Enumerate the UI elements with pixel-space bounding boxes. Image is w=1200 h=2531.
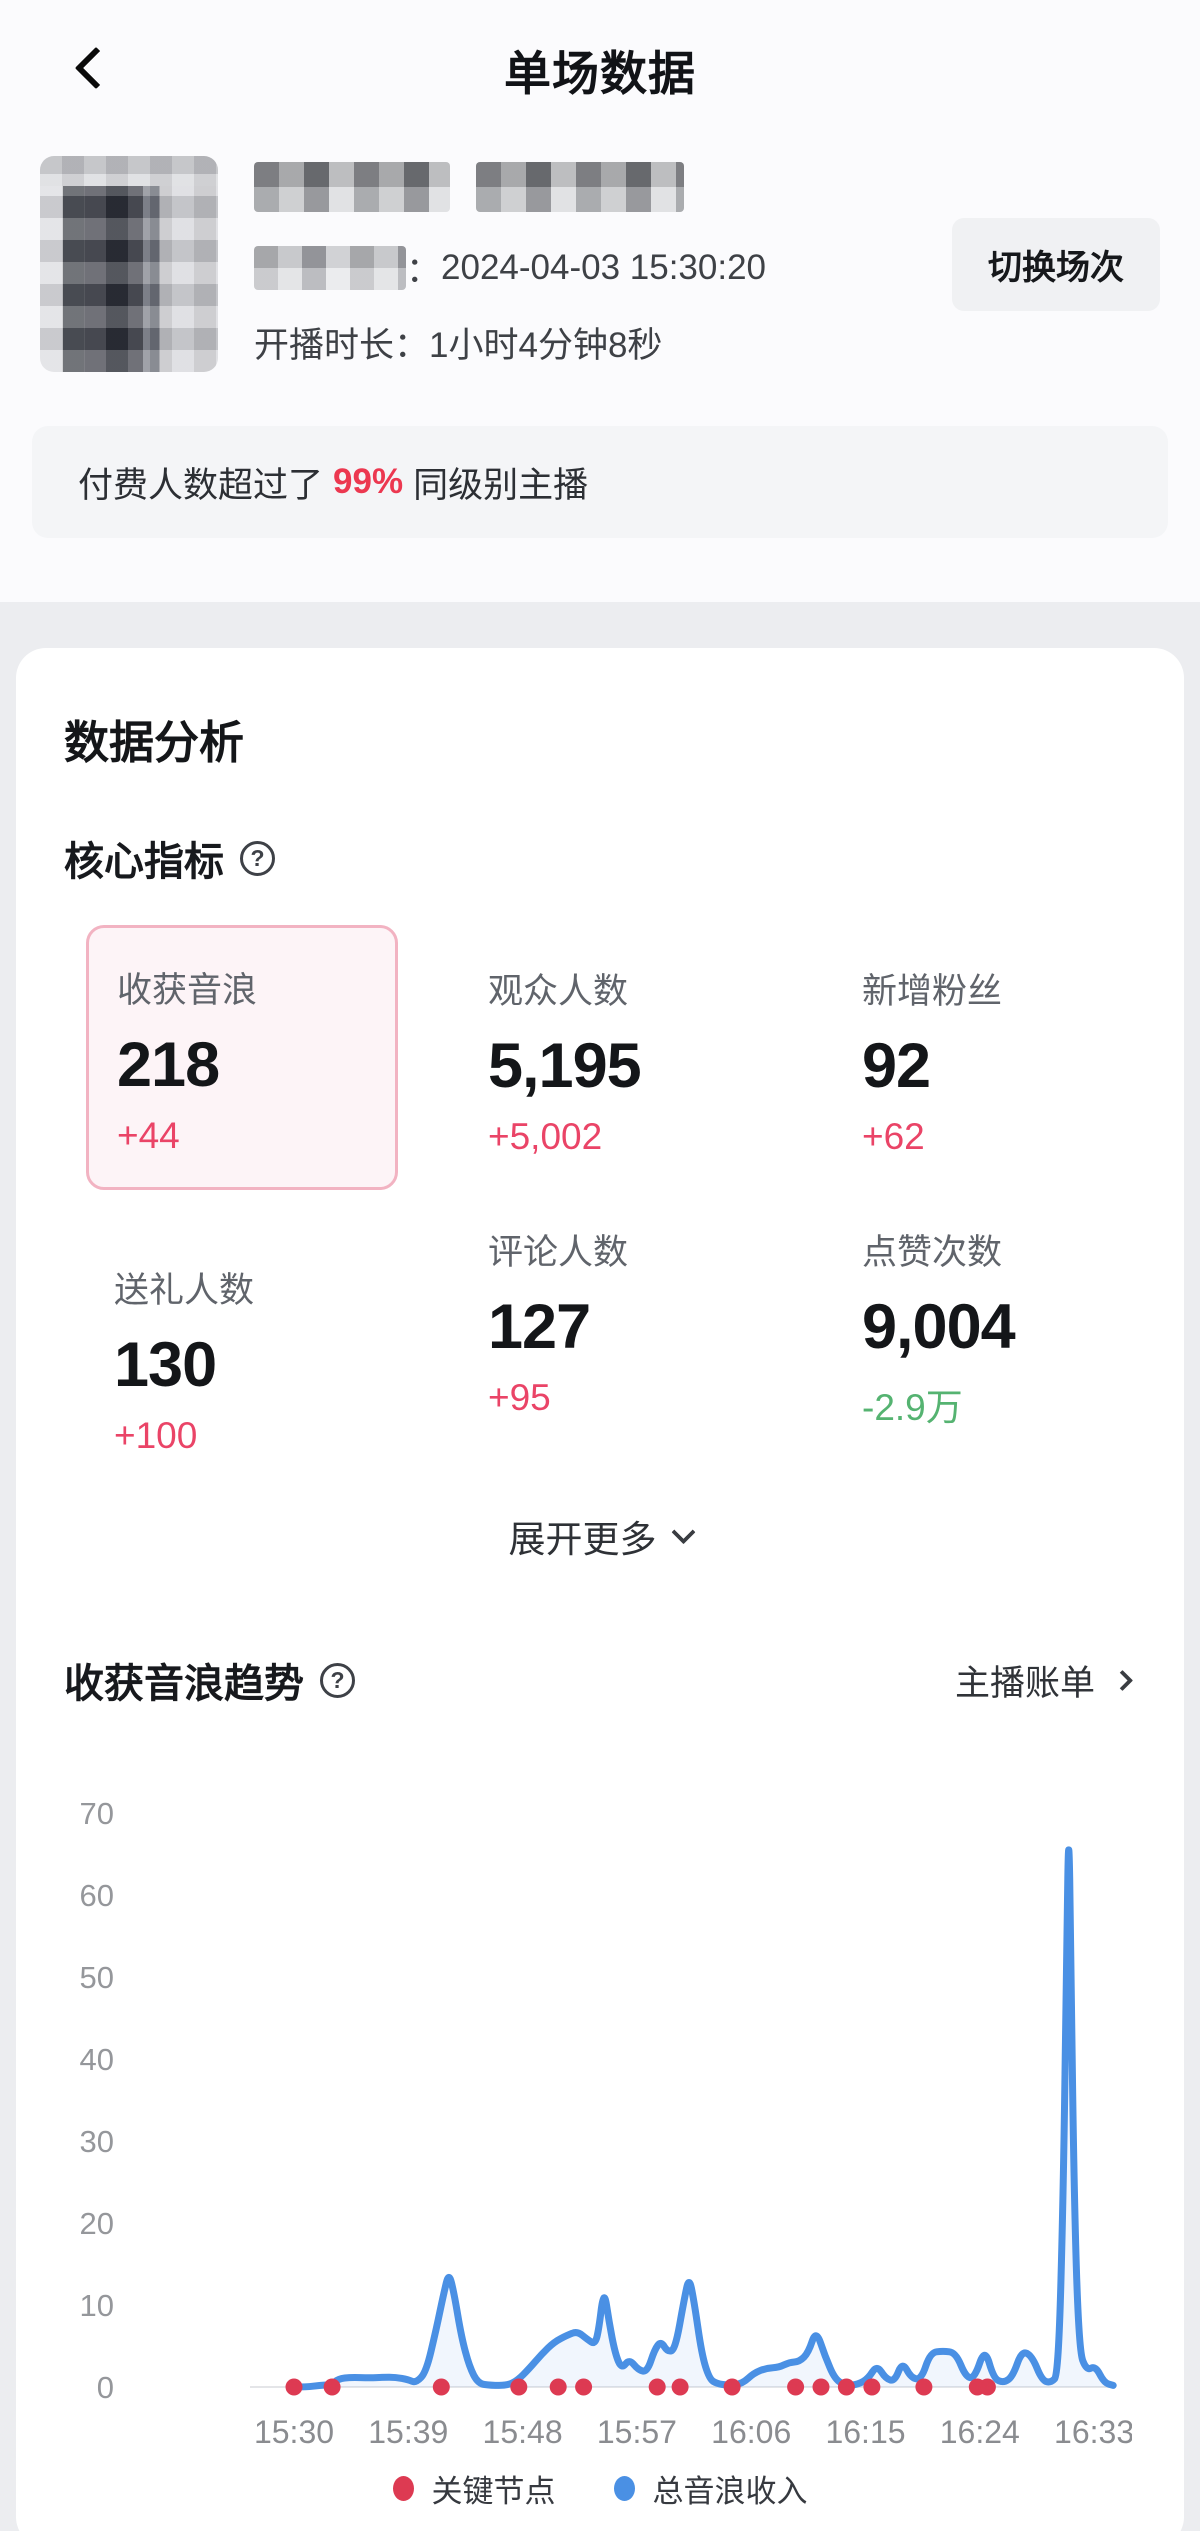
data-analysis-card: 数据分析 核心指标 收获音浪 218 +44 观众人数 5,195 +5,002 (16, 648, 1184, 2531)
svg-text:0: 0 (97, 2370, 114, 2405)
avatar (40, 156, 218, 372)
metric-label: 送礼人数 (114, 1271, 255, 1310)
metric-cell-shouhuo-yinlang[interactable]: 收获音浪 218 +44 (64, 925, 436, 1190)
expand-more-button[interactable]: 展开更多 (64, 1509, 1136, 1563)
svg-text:16:06: 16:06 (711, 2414, 791, 2450)
metric-cell-songli-renshu[interactable]: 送礼人数 130 +100 (64, 1224, 436, 1457)
metric-label: 观众人数 (488, 972, 629, 1011)
expand-more-label: 展开更多 (508, 1519, 657, 1560)
svg-text:60: 60 (80, 1878, 114, 1913)
svg-text:15:39: 15:39 (368, 2414, 448, 2450)
legend-label: 总音浪收入 (652, 2473, 808, 2509)
trend-chart-svg[interactable]: 0 10 20 30 40 50 60 70 15:30 15:39 15:48 15:57 16:06… (64, 1769, 1132, 2461)
chevron-left-icon (74, 46, 118, 90)
red-dot-icon (392, 2475, 414, 2501)
paying-users-banner: 付费人数超过了 99% 同级别主播 (32, 426, 1168, 538)
back-button[interactable] (68, 40, 124, 96)
legend-label: 关键节点 (431, 2473, 556, 2509)
metric-cell-guanzhong-renshu[interactable]: 观众人数 5,195 +5,002 (436, 925, 810, 1190)
svg-text:30: 30 (80, 2124, 114, 2159)
svg-text:15:48: 15:48 (483, 2414, 563, 2450)
blurred-name-block-2 (476, 162, 684, 212)
metrics-grid-row-1: 收获音浪 218 +44 观众人数 5,195 +5,002 新增粉丝 92 +… (64, 925, 1136, 1190)
svg-text:16:15: 16:15 (825, 2414, 905, 2450)
switch-session-button[interactable]: 切换场次 (952, 217, 1160, 311)
metric-cell-xinzeng-fensi[interactable]: 新增粉丝 92 +62 (810, 925, 1136, 1190)
metric-value: 127 (488, 1292, 591, 1362)
core-metrics-header: 核心指标 (64, 829, 1136, 887)
nav-bar: 单场数据 (40, 34, 1160, 104)
metric-delta: +100 (114, 1415, 198, 1456)
svg-text:40: 40 (80, 2042, 114, 2077)
help-circle-icon[interactable] (240, 840, 275, 876)
metric-label: 评论人数 (488, 1233, 629, 1272)
trend-chart[interactable]: 0 10 20 30 40 50 60 70 15:30 15:39 15:48 15:57 16:06… (64, 1769, 1136, 2513)
metric-value: 218 (117, 1030, 220, 1100)
svg-text:70: 70 (80, 1796, 114, 1831)
svg-text:50: 50 (80, 1960, 114, 1995)
metric-delta: +5,002 (488, 1116, 603, 1157)
main-area: 数据分析 核心指标 收获音浪 218 +44 观众人数 5,195 +5,002 (0, 602, 1200, 2531)
top-section: 单场数据 ： 2024-04-03 15:30:20 开播时长：1小时4分钟8秒… (0, 0, 1200, 602)
metrics-grid-row-2: 送礼人数 130 +100 评论人数 127 +95 点赞次数 9,004 -2… (64, 1224, 1136, 1457)
svg-text:15:30: 15:30 (254, 2414, 334, 2450)
metric-delta: -2.9万 (862, 1387, 963, 1428)
start-time-value: 2024-04-03 15:30:20 (441, 247, 767, 287)
metric-cell-pinglun-renshu[interactable]: 评论人数 127 +95 (436, 1224, 810, 1457)
chevron-down-icon (670, 1519, 696, 1544)
metric-selected-box[interactable]: 收获音浪 218 +44 (86, 925, 398, 1190)
metric-value: 130 (114, 1330, 217, 1400)
page-title: 单场数据 (504, 46, 696, 100)
metric-label: 新增粉丝 (862, 972, 1003, 1011)
start-time-separator: ： (406, 251, 442, 290)
blurred-label-block (254, 245, 406, 290)
broadcaster-bill-label: 主播账单 (954, 1663, 1095, 1703)
duration-row: 开播时长：1小时4分钟8秒 (254, 317, 952, 368)
trend-section-header: 收获音浪趋势 主播账单 (64, 1651, 1136, 1709)
metric-cell-dianzan-cishu[interactable]: 点赞次数 9,004 -2.9万 (810, 1224, 1136, 1457)
blurred-name-block-1 (254, 162, 450, 212)
metric-value: 9,004 (862, 1292, 1016, 1362)
metric-label: 点赞次数 (862, 1233, 1003, 1272)
legend-item-key-nodes: 关键节点 (392, 2466, 556, 2511)
section-title: 数据分析 (64, 717, 245, 768)
core-metrics-title: 核心指标 (64, 840, 224, 884)
svg-text:10: 10 (80, 2288, 114, 2323)
svg-text:15:57: 15:57 (597, 2414, 677, 2450)
profile-row: ： 2024-04-03 15:30:20 开播时长：1小时4分钟8秒 切换场次 (40, 156, 1160, 372)
broadcaster-bill-link[interactable]: 主播账单 (955, 1655, 1136, 1706)
metric-delta: +62 (862, 1116, 925, 1157)
banner-highlight: 99% (333, 462, 404, 501)
profile-info: ： 2024-04-03 15:30:20 开播时长：1小时4分钟8秒 (254, 160, 952, 368)
svg-text:16:33: 16:33 (1054, 2414, 1132, 2450)
start-time-row: ： 2024-04-03 15:30:20 (254, 242, 952, 293)
legend-item-total-income: 总音浪收入 (613, 2466, 808, 2511)
chevron-right-icon (1111, 1669, 1134, 1691)
metric-value: 5,195 (488, 1031, 642, 1101)
duration-label: 开播时长： (254, 326, 430, 365)
svg-text:20: 20 (80, 2206, 114, 2241)
trend-title: 收获音浪趋势 (64, 1662, 304, 1706)
chart-legend: 关键节点 总音浪收入 (64, 2463, 1136, 2513)
svg-text:16:24: 16:24 (940, 2414, 1020, 2450)
duration-value: 1小时4分钟8秒 (429, 326, 663, 365)
metric-label: 收获音浪 (117, 971, 258, 1010)
metric-value: 92 (862, 1031, 931, 1101)
banner-suffix: 同级别主播 (413, 465, 589, 505)
metric-delta: +44 (117, 1115, 180, 1156)
blue-dot-icon (613, 2475, 635, 2501)
blurred-username (254, 162, 952, 212)
help-circle-icon[interactable] (320, 1662, 355, 1698)
metric-delta: +95 (488, 1377, 551, 1418)
banner-prefix: 付费人数超过了 (78, 465, 324, 505)
